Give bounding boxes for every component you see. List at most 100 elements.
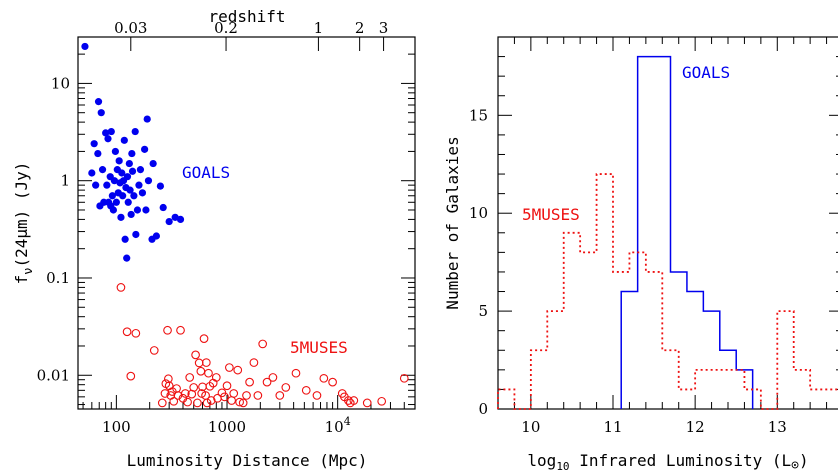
goals-point bbox=[111, 147, 119, 156]
histogram-frame bbox=[497, 36, 838, 410]
muses-point bbox=[201, 358, 211, 367]
x-tick-label: 104 bbox=[325, 415, 351, 436]
goals-point bbox=[110, 177, 119, 185]
x-label-10: 10 bbox=[556, 460, 569, 473]
muses-point bbox=[377, 396, 387, 406]
muses-point bbox=[238, 398, 248, 408]
goals-point bbox=[165, 217, 173, 226]
goals-point bbox=[92, 181, 100, 189]
goals-point bbox=[123, 254, 131, 262]
goals-point bbox=[97, 109, 105, 117]
goals-point bbox=[138, 189, 147, 197]
histogram-y-axis-label: Number of Galaxies bbox=[443, 136, 462, 309]
goals-point bbox=[131, 127, 139, 136]
goals-point bbox=[118, 169, 126, 177]
muses-point bbox=[220, 392, 229, 402]
goals-point bbox=[88, 169, 96, 177]
y-tick-label: 0.1 bbox=[46, 269, 70, 287]
goals-point bbox=[125, 159, 133, 168]
muses-point bbox=[191, 350, 200, 360]
muses-point bbox=[122, 327, 132, 337]
muses-point bbox=[275, 391, 285, 400]
muses-point bbox=[116, 283, 126, 292]
hist-y-tick-label: 0 bbox=[478, 400, 488, 418]
muses-point bbox=[163, 325, 172, 335]
muses-point bbox=[245, 377, 254, 387]
histogram-ticks: 10 11 12 13 0 5 10 15 bbox=[469, 36, 838, 436]
x-label-mid: Infrared Luminosity (L bbox=[570, 451, 792, 470]
muses-point bbox=[194, 358, 204, 368]
x-tick-label: 100 bbox=[102, 418, 131, 436]
redshift-tick-label: 2 bbox=[355, 19, 365, 37]
goals-point bbox=[142, 206, 150, 214]
muses-point bbox=[253, 391, 263, 400]
hist-goals-annotation: GOALS bbox=[682, 63, 730, 82]
muses-point bbox=[183, 397, 192, 407]
goals-point bbox=[112, 198, 120, 206]
y-label-rest: (24μm) (Jy) bbox=[12, 162, 31, 268]
goals-point bbox=[124, 198, 132, 206]
muses-point bbox=[193, 398, 202, 408]
goals-point bbox=[135, 181, 143, 189]
goals-point bbox=[119, 192, 127, 200]
x-tick-label: 1000 bbox=[208, 418, 246, 436]
y-tick-label: 1 bbox=[60, 172, 70, 190]
goals-point bbox=[81, 42, 89, 51]
y-label-f: f bbox=[12, 275, 31, 285]
muses-point bbox=[227, 396, 236, 405]
scatter-x-axis-label: Luminosity Distance (Mpc) bbox=[127, 451, 368, 470]
goals-point bbox=[94, 149, 102, 158]
goals-point bbox=[120, 136, 128, 144]
muses-point bbox=[301, 385, 311, 395]
muses-point bbox=[222, 381, 232, 391]
goals-point bbox=[126, 186, 134, 194]
hist-x-tick-label: 10 bbox=[521, 418, 540, 436]
muses-point bbox=[202, 398, 212, 408]
muses-point bbox=[229, 389, 239, 398]
histogram-x-axis-label: log10 Infrared Luminosity (L⊙) bbox=[527, 451, 808, 473]
muses-point bbox=[344, 396, 353, 405]
muses-point bbox=[176, 325, 185, 335]
x-label-close: ) bbox=[799, 451, 809, 470]
goals-point bbox=[159, 203, 167, 212]
muses-point bbox=[362, 398, 372, 408]
goals-point bbox=[94, 98, 103, 106]
muses-point bbox=[189, 383, 199, 392]
scatter-frame bbox=[77, 36, 416, 410]
goals-point bbox=[90, 140, 98, 148]
goals-annotation: GOALS bbox=[182, 163, 230, 182]
goals-point bbox=[143, 115, 151, 123]
muses-point bbox=[349, 396, 359, 405]
goals-point bbox=[149, 159, 157, 168]
muses-point bbox=[196, 366, 206, 376]
goals-point bbox=[156, 182, 165, 190]
muses-annotation: 5MUSES bbox=[290, 338, 348, 357]
goals-point bbox=[108, 192, 116, 200]
goals-point bbox=[130, 192, 138, 200]
muses-point bbox=[328, 377, 337, 387]
goals-point bbox=[141, 145, 149, 153]
hist-x-tick-label: 11 bbox=[603, 418, 622, 436]
goals-point bbox=[127, 210, 135, 219]
goals-point bbox=[128, 167, 137, 175]
hist-y-tick-label: 5 bbox=[478, 302, 488, 320]
muses-point bbox=[180, 389, 190, 398]
muses-point bbox=[149, 346, 159, 355]
goals-point bbox=[123, 173, 132, 181]
goals-point bbox=[133, 206, 142, 214]
muses-point bbox=[164, 374, 173, 384]
histogram-steps bbox=[497, 55, 838, 410]
goals-point bbox=[117, 213, 125, 221]
muses-point bbox=[268, 373, 278, 382]
goals-point bbox=[176, 215, 185, 224]
redshift-tick-label: 0.03 bbox=[114, 19, 147, 37]
muses-point bbox=[258, 339, 268, 349]
goals-point bbox=[98, 166, 107, 174]
goals-point bbox=[132, 230, 140, 239]
goals-point bbox=[128, 149, 136, 158]
redshift-tick-label: 0.2 bbox=[214, 19, 238, 37]
goals-point bbox=[103, 181, 111, 189]
scatter-ticks: 100 1000 104 0.01 0.1 1 10 0.03 0.2 1 2 3 bbox=[37, 19, 416, 436]
muses-point bbox=[235, 397, 244, 407]
